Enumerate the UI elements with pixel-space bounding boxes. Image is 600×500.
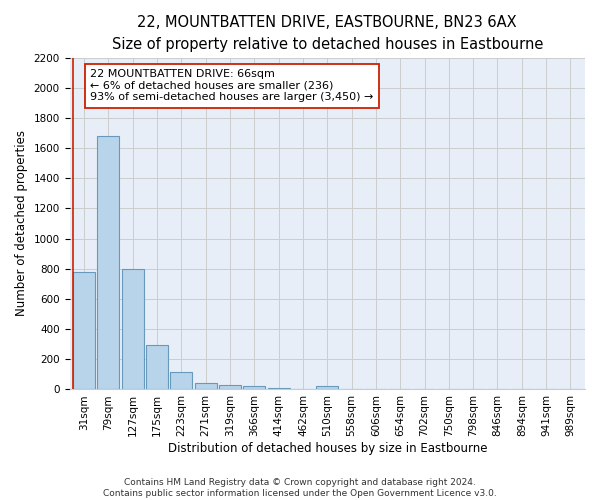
Bar [316,386,338,390]
Bar [244,386,265,390]
Bar [122,269,143,390]
Bar [170,372,193,390]
Bar [73,272,95,390]
Title: 22, MOUNTBATTEN DRIVE, EASTBOURNE, BN23 6AX
Size of property relative to detache: 22, MOUNTBATTEN DRIVE, EASTBOURNE, BN23 … [112,15,543,52]
Y-axis label: Number of detached properties: Number of detached properties [15,130,28,316]
Bar [97,136,119,390]
Text: 22 MOUNTBATTEN DRIVE: 66sqm
← 6% of detached houses are smaller (236)
93% of sem: 22 MOUNTBATTEN DRIVE: 66sqm ← 6% of deta… [90,69,374,102]
Bar [268,388,290,390]
Text: Contains HM Land Registry data © Crown copyright and database right 2024.
Contai: Contains HM Land Registry data © Crown c… [103,478,497,498]
Bar [146,345,168,390]
Bar [195,384,217,390]
Bar [219,385,241,390]
X-axis label: Distribution of detached houses by size in Eastbourne: Distribution of detached houses by size … [167,442,487,455]
